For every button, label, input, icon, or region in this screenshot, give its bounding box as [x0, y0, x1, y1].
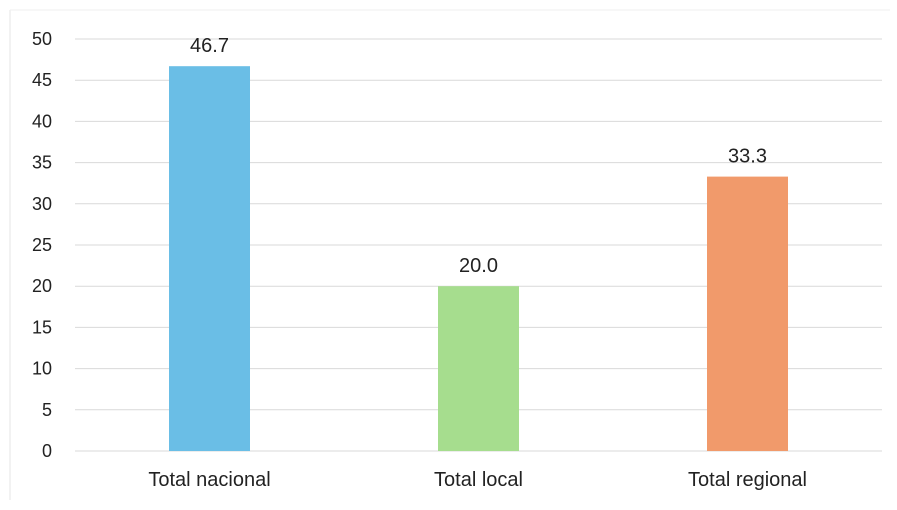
data-label-0: 46.7 [190, 35, 229, 57]
bars [169, 66, 788, 451]
category-label-0: Total nacional [148, 469, 270, 491]
category-labels: Total nacional Total local Total regional [148, 469, 807, 491]
data-label-2: 33.3 [728, 146, 767, 168]
data-labels: 46.7 20.0 33.3 [190, 35, 767, 277]
category-label-1: Total local [434, 469, 523, 491]
y-tick-label-5: 5 [42, 400, 52, 420]
category-label-2: Total regional [688, 469, 807, 491]
bar-1 [438, 286, 519, 451]
data-label-1: 20.0 [459, 255, 498, 277]
y-tick-label-45: 45 [32, 70, 52, 90]
y-tick-label-0: 0 [42, 441, 52, 461]
y-tick-label-40: 40 [32, 111, 52, 131]
y-tick-label-50: 50 [32, 29, 52, 49]
y-tick-label-25: 25 [32, 235, 52, 255]
bar-2 [707, 176, 788, 451]
y-tick-label-30: 30 [32, 194, 52, 214]
y-tick-label-35: 35 [32, 153, 52, 173]
y-tick-label-10: 10 [32, 359, 52, 379]
bar-0 [169, 66, 250, 451]
y-axis-ticks: 0 5 10 15 20 25 30 35 40 45 50 [32, 29, 52, 461]
y-tick-label-20: 20 [32, 276, 52, 296]
y-tick-label-15: 15 [32, 317, 52, 337]
